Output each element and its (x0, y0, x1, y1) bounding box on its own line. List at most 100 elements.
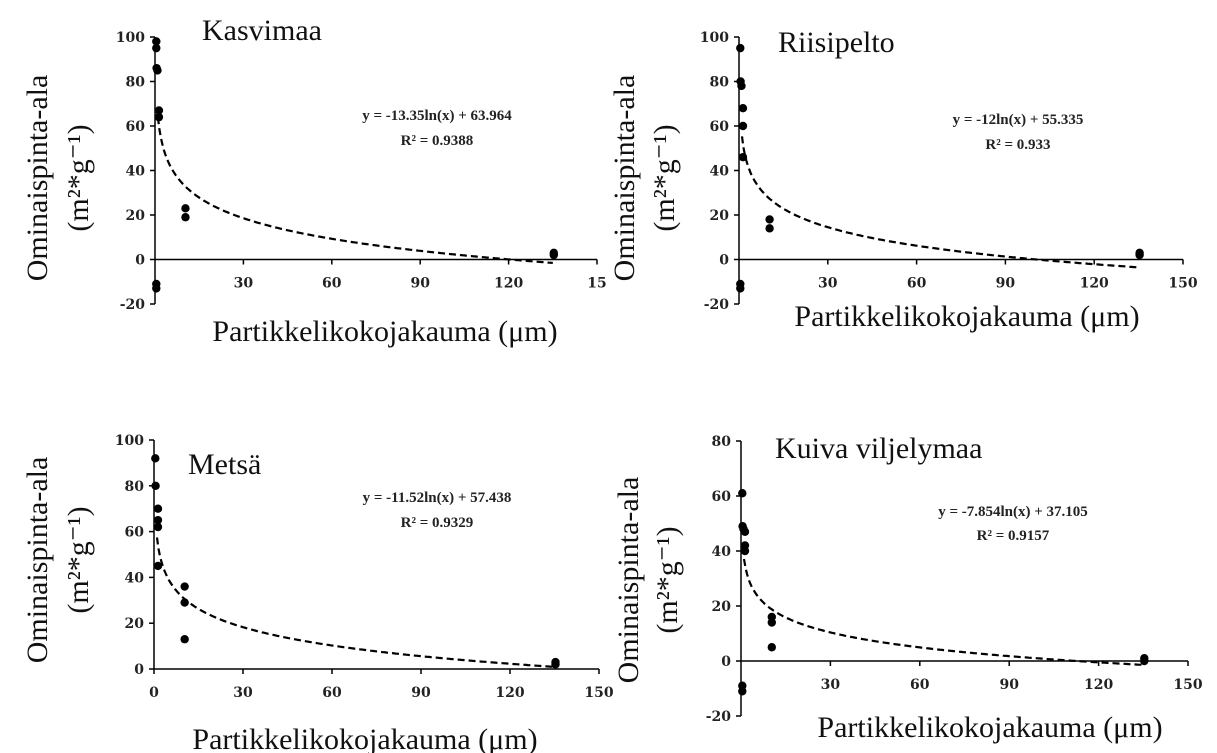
data-point (736, 284, 745, 293)
y-tick-label: 0 (719, 253, 729, 269)
y-axis-unit-label: (m²*g⁻¹) (62, 124, 95, 231)
x-axis-label: Partikkelikokojakauma (μm) (817, 711, 1162, 744)
y-tick-label: 100 (116, 30, 145, 46)
y-tick-label: 60 (125, 525, 145, 541)
data-point (765, 215, 774, 224)
data-point (1135, 248, 1144, 258)
y-tick-label: 40 (126, 164, 146, 180)
x-tick-label: 150 (1173, 677, 1202, 693)
y-tick-label: -20 (120, 297, 146, 313)
data-point (180, 635, 189, 644)
data-point (738, 489, 747, 498)
r-squared: R² = 0.9157 (977, 528, 1050, 544)
chart-title: Kasvimaa (202, 14, 322, 47)
y-tick-label: 60 (710, 119, 730, 135)
data-point (740, 546, 750, 556)
x-tick-label: 30 (234, 276, 254, 292)
chart-panel: 80 60 40 20 0 -20 30 60 90 120 150 Kuiva viljelymaa… (612, 432, 1203, 744)
trend-equation: y = -11.52ln(x) + 57.438 (363, 490, 512, 506)
data-point (151, 481, 160, 490)
x-tick-label: 30 (233, 685, 253, 701)
r-squared: R² = 0.9329 (401, 515, 474, 531)
y-tick-label: 40 (710, 164, 730, 180)
r-squared: R² = 0.9388 (401, 133, 474, 149)
trendline (740, 136, 1139, 269)
data-point (154, 106, 164, 115)
y-tick-label: -20 (706, 709, 732, 725)
y-tick-label: 80 (126, 75, 146, 91)
data-point (738, 104, 748, 113)
data-point (1140, 654, 1149, 663)
data-point (767, 643, 776, 652)
y-axis-label: Ominaispinta-ala (612, 477, 645, 684)
data-point (153, 504, 163, 513)
chart-panel: 100 80 60 40 20 0 -20 30 60 90 120 15 Kasvimaa y = -1… (21, 14, 607, 348)
x-tick-label: 0 (149, 685, 159, 701)
data-point (738, 152, 748, 162)
x-tick-label: 120 (1080, 276, 1109, 292)
y-tick-label: 100 (115, 433, 144, 449)
trend-equation: y = -7.854ln(x) + 37.105 (938, 504, 1088, 520)
y-tick-label: 40 (125, 570, 145, 586)
x-tick-label: 90 (999, 677, 1019, 693)
data-point (151, 454, 160, 463)
y-tick-label: 0 (721, 654, 731, 670)
data-point (738, 687, 747, 696)
chart-panel: 100 80 60 40 20 00 30 60 90 120 150 Metsä y = -11.52… (21, 433, 614, 753)
y-axis-label: Ominaispinta-ala (21, 75, 54, 282)
x-tick-label: 120 (494, 276, 523, 292)
trendline (742, 558, 1144, 666)
y-tick-label: 60 (126, 119, 146, 135)
y-tick-label: 80 (125, 479, 145, 495)
data-point (181, 204, 190, 213)
x-tick-label: 120 (1084, 677, 1113, 693)
chart-title: Kuiva viljelymaa (775, 432, 982, 465)
data-point (153, 522, 163, 532)
x-axis-label: Partikkelikokojakauma (μm) (192, 723, 537, 753)
data-point (736, 43, 745, 53)
y-tick-label: 60 (712, 489, 732, 505)
y-axis-label: Ominaispinta-ala (608, 75, 641, 282)
data-point (153, 66, 162, 75)
y-axis-unit-label: (m²*g⁻¹) (651, 526, 684, 633)
chart-title: Metsä (188, 448, 261, 481)
trend-equation: y = -13.35ln(x) + 63.964 (362, 108, 512, 124)
x-axis-label: Partikkelikokojakauma (μm) (212, 315, 557, 348)
x-tick-label: 30 (818, 276, 838, 292)
y-tick-label: 20 (710, 208, 730, 224)
y-axis-label: Ominaispinta-ala (21, 457, 54, 664)
trendline (156, 117, 553, 264)
data-point (740, 527, 750, 536)
x-tick-label: 150 (584, 685, 613, 701)
data-point (153, 561, 163, 571)
y-tick-label: 20 (712, 599, 732, 615)
data-point (181, 213, 190, 222)
x-tick-label: 60 (322, 685, 342, 701)
y-tick-label: 20 (125, 616, 145, 632)
data-point (152, 37, 161, 46)
data-point (549, 248, 558, 258)
data-point (180, 582, 189, 591)
y-tick-label: 20 (126, 208, 146, 224)
data-point (180, 598, 189, 607)
x-tick-label: 90 (410, 276, 430, 292)
y-axis-unit-label: (m²*g⁻¹) (648, 124, 681, 231)
y-tick-label: -20 (704, 297, 730, 313)
x-tick-label: 90 (996, 276, 1016, 292)
data-point (154, 112, 164, 122)
y-tick-label: 0 (135, 253, 145, 269)
y-tick-label: 100 (700, 30, 729, 46)
data-point (767, 618, 776, 627)
x-tick-label: 15 (587, 276, 606, 292)
x-tick-label: 90 (411, 685, 431, 701)
data-point (738, 121, 748, 131)
data-point (152, 284, 161, 293)
data-point (153, 515, 163, 525)
y-tick-label: 80 (712, 434, 732, 450)
r-squared: R² = 0.933 (985, 137, 1050, 153)
chart-title: Riisipelto (778, 26, 895, 59)
data-point (551, 657, 560, 667)
x-tick-label: 30 (821, 677, 841, 693)
x-tick-label: 120 (495, 685, 524, 701)
